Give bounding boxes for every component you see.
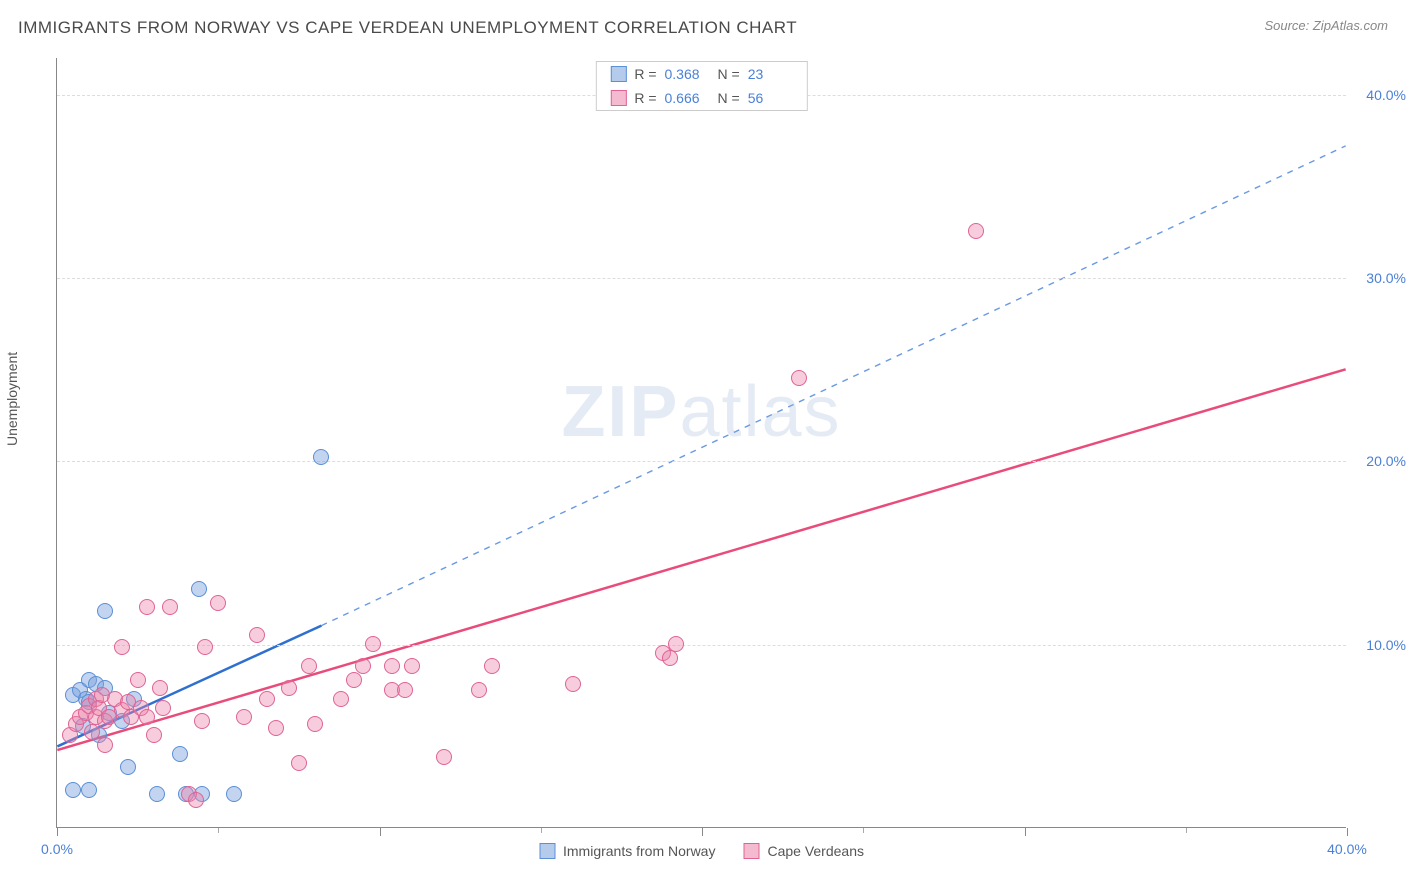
scatter-point[interactable] (152, 680, 168, 696)
scatter-point[interactable] (397, 682, 413, 698)
scatter-point[interactable] (155, 700, 171, 716)
legend-label-series1: Immigrants from Norway (563, 843, 715, 859)
legend-swatch-series1 (539, 843, 555, 859)
watermark-light: atlas (679, 372, 841, 452)
x-tick-minor (863, 828, 864, 833)
correlation-legend-row: R = 0.666 N = 56 (596, 86, 806, 110)
source-label: Source: ZipAtlas.com (1264, 18, 1388, 33)
scatter-point[interactable] (436, 749, 452, 765)
scatter-point[interactable] (84, 724, 100, 740)
scatter-point[interactable] (146, 727, 162, 743)
scatter-point[interactable] (226, 786, 242, 802)
trendline-solid (57, 369, 1345, 750)
scatter-point[interactable] (281, 680, 297, 696)
r-value-series2: 0.666 (665, 90, 710, 106)
scatter-point[interactable] (65, 782, 81, 798)
watermark-bold: ZIP (561, 372, 679, 452)
legend-item-series1[interactable]: Immigrants from Norway (539, 843, 715, 859)
scatter-point[interactable] (194, 713, 210, 729)
scatter-point[interactable] (484, 658, 500, 674)
scatter-point[interactable] (139, 599, 155, 615)
n-label: N = (718, 66, 740, 82)
scatter-point[interactable] (97, 603, 113, 619)
scatter-point[interactable] (210, 595, 226, 611)
scatter-point[interactable] (668, 636, 684, 652)
y-tick-label: 20.0% (1351, 453, 1406, 469)
scatter-point[interactable] (139, 709, 155, 725)
legend-swatch-series2 (610, 90, 626, 106)
scatter-point[interactable] (404, 658, 420, 674)
legend-swatch-series2 (743, 843, 759, 859)
scatter-point[interactable] (471, 682, 487, 698)
trendline-dashed (321, 146, 1345, 626)
x-tick (57, 828, 58, 836)
gridline (57, 278, 1346, 279)
plot-area: ZIPatlas R = 0.368 N = 23 R = 0.666 N = … (56, 58, 1346, 828)
scatter-point[interactable] (162, 599, 178, 615)
scatter-point[interactable] (355, 658, 371, 674)
scatter-point[interactable] (307, 716, 323, 732)
scatter-point[interactable] (97, 737, 113, 753)
scatter-point[interactable] (968, 223, 984, 239)
x-tick-label: 40.0% (1327, 841, 1367, 857)
x-tick (1025, 828, 1026, 836)
scatter-point[interactable] (81, 782, 97, 798)
legend-item-series2[interactable]: Cape Verdeans (743, 843, 864, 859)
scatter-point[interactable] (268, 720, 284, 736)
x-tick-minor (541, 828, 542, 833)
scatter-point[interactable] (365, 636, 381, 652)
x-tick (1347, 828, 1348, 836)
legend-swatch-series1 (610, 66, 626, 82)
scatter-point[interactable] (259, 691, 275, 707)
scatter-point[interactable] (130, 672, 146, 688)
scatter-point[interactable] (333, 691, 349, 707)
scatter-point[interactable] (114, 639, 130, 655)
chart-title: IMMIGRANTS FROM NORWAY VS CAPE VERDEAN U… (18, 18, 797, 38)
scatter-point[interactable] (188, 792, 204, 808)
y-tick-label: 40.0% (1351, 87, 1406, 103)
gridline (57, 461, 1346, 462)
scatter-point[interactable] (149, 786, 165, 802)
scatter-point[interactable] (291, 755, 307, 771)
r-value-series1: 0.368 (665, 66, 710, 82)
x-tick (702, 828, 703, 836)
scatter-point[interactable] (172, 746, 188, 762)
x-tick (380, 828, 381, 836)
y-axis-label: Unemployment (4, 352, 20, 446)
legend-label-series2: Cape Verdeans (767, 843, 864, 859)
scatter-point[interactable] (384, 658, 400, 674)
y-tick-label: 10.0% (1351, 637, 1406, 653)
scatter-point[interactable] (249, 627, 265, 643)
scatter-point[interactable] (197, 639, 213, 655)
correlation-legend-row: R = 0.368 N = 23 (596, 62, 806, 86)
x-tick-minor (1186, 828, 1187, 833)
n-value-series1: 23 (748, 66, 793, 82)
r-label: R = (634, 66, 656, 82)
scatter-point[interactable] (346, 672, 362, 688)
n-value-series2: 56 (748, 90, 793, 106)
scatter-point[interactable] (120, 759, 136, 775)
r-label: R = (634, 90, 656, 106)
y-tick-label: 30.0% (1351, 270, 1406, 286)
x-tick-label: 0.0% (41, 841, 73, 857)
scatter-point[interactable] (236, 709, 252, 725)
gridline (57, 645, 1346, 646)
scatter-point[interactable] (191, 581, 207, 597)
scatter-point[interactable] (313, 449, 329, 465)
scatter-point[interactable] (301, 658, 317, 674)
series-legend: Immigrants from Norway Cape Verdeans (539, 843, 864, 859)
n-label: N = (718, 90, 740, 106)
correlation-legend: R = 0.368 N = 23 R = 0.666 N = 56 (595, 61, 807, 111)
scatter-point[interactable] (565, 676, 581, 692)
scatter-point[interactable] (662, 650, 678, 666)
header-bar: IMMIGRANTS FROM NORWAY VS CAPE VERDEAN U… (18, 18, 1388, 38)
x-tick-minor (218, 828, 219, 833)
scatter-point[interactable] (791, 370, 807, 386)
